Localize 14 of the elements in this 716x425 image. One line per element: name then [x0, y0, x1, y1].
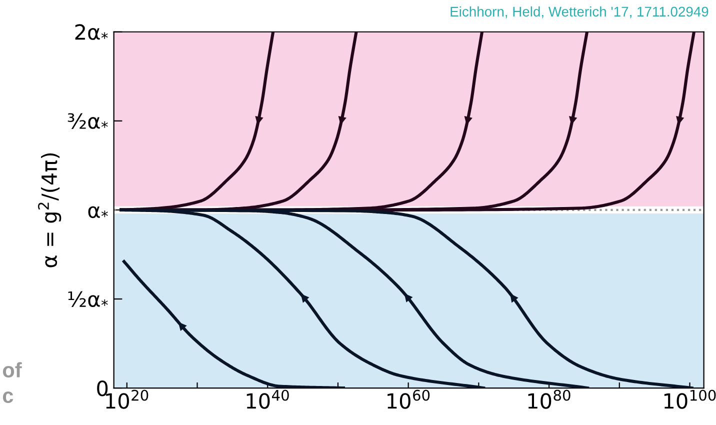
- y-tick-label: 0: [97, 380, 108, 396]
- x-tick-label: 10$^{20}$: [106, 390, 148, 409]
- y-tick-label: 2α$_{*}$: [75, 24, 108, 40]
- text: c: [2, 392, 14, 403]
- x-tick-label: 10$^{60}$: [388, 390, 430, 409]
- x-tick-label: 10$^{100}$: [664, 390, 716, 409]
- y-tick-label: ¹⁄₂α$_{*}$: [68, 291, 108, 308]
- y-axis-title: α = g$^{2}$/(4π): [38, 153, 62, 268]
- x-tick-label: 10$^{40}$: [246, 390, 289, 409]
- y-tick-label: ³⁄₂α$_{*}$: [68, 113, 108, 129]
- text: of: [2, 362, 22, 378]
- text: Eichhorn, Held, Wetterich '17, 1711.02949: [450, 6, 708, 18]
- y-tick-label: α$_{*}$: [88, 206, 108, 218]
- x-tick-label: 10$^{80}$: [528, 390, 570, 409]
